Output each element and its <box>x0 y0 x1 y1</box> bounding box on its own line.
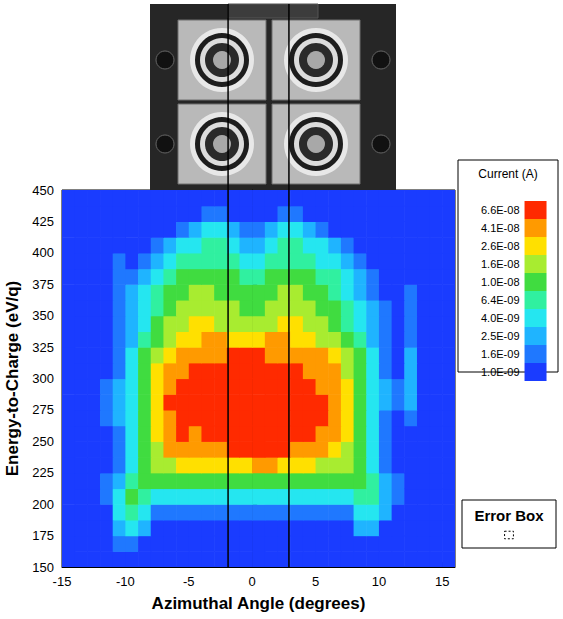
svg-text:250: 250 <box>32 434 54 449</box>
svg-text:4.1E-08: 4.1E-08 <box>481 222 520 234</box>
svg-text:Error Box: Error Box <box>474 507 544 524</box>
svg-text:5: 5 <box>312 574 319 589</box>
svg-text:10: 10 <box>372 574 386 589</box>
svg-text:200: 200 <box>32 497 54 512</box>
svg-text:15: 15 <box>435 574 449 589</box>
svg-text:Azimuthal Angle (degrees): Azimuthal Angle (degrees) <box>152 594 366 613</box>
svg-text:375: 375 <box>32 277 54 292</box>
svg-text:-15: -15 <box>53 574 72 589</box>
svg-text:0: 0 <box>249 574 256 589</box>
svg-text:2.5E-09: 2.5E-09 <box>481 330 520 342</box>
svg-text:175: 175 <box>32 528 54 543</box>
svg-text:450: 450 <box>32 183 54 198</box>
svg-text:350: 350 <box>32 308 54 323</box>
svg-text:4.0E-09: 4.0E-09 <box>481 312 520 324</box>
svg-text:400: 400 <box>32 245 54 260</box>
svg-text:1.0E-09: 1.0E-09 <box>481 366 520 378</box>
svg-text:6.6E-08: 6.6E-08 <box>481 204 520 216</box>
svg-text:275: 275 <box>32 402 54 417</box>
svg-text:6.4E-09: 6.4E-09 <box>481 294 520 306</box>
svg-text:325: 325 <box>32 340 54 355</box>
svg-text:225: 225 <box>32 465 54 480</box>
svg-text:-10: -10 <box>116 574 135 589</box>
svg-text:300: 300 <box>32 371 54 386</box>
svg-text:Energy-to-Charge (eV/q): Energy-to-Charge (eV/q) <box>3 281 22 477</box>
svg-text:2.6E-08: 2.6E-08 <box>481 240 520 252</box>
svg-text:-5: -5 <box>183 574 195 589</box>
svg-text:Current (A): Current (A) <box>478 167 537 181</box>
svg-text:1.0E-08: 1.0E-08 <box>481 276 520 288</box>
svg-text:425: 425 <box>32 214 54 229</box>
svg-text:150: 150 <box>32 560 54 575</box>
svg-text:1.6E-08: 1.6E-08 <box>481 258 520 270</box>
svg-text:1.6E-09: 1.6E-09 <box>481 348 520 360</box>
